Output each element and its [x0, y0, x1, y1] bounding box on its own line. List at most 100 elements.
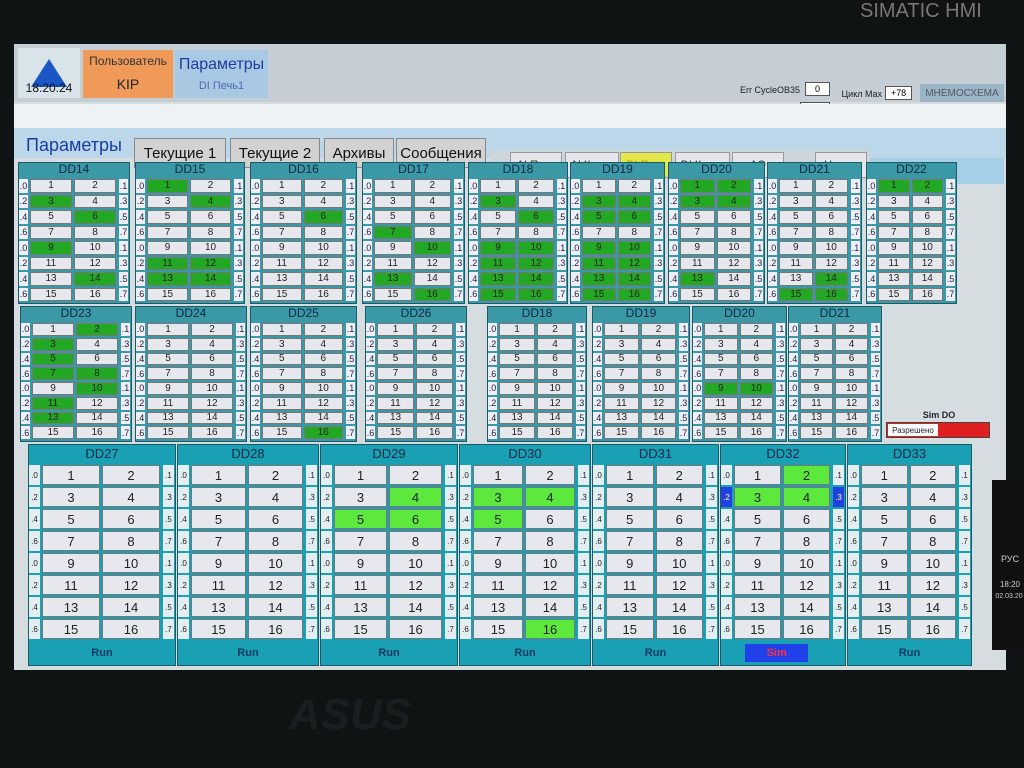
bit-cell[interactable]: 13 — [606, 597, 654, 617]
bit-cell[interactable]: 5 — [42, 509, 100, 529]
bit-cell[interactable]: 4 — [783, 487, 830, 507]
bit-cell[interactable]: 12 — [413, 256, 451, 270]
bit-cell[interactable]: 4 — [655, 487, 703, 507]
bit-cell[interactable]: 7 — [42, 531, 100, 551]
bit-cell[interactable]: 1 — [704, 323, 738, 336]
bit-cell[interactable]: 6 — [389, 509, 442, 529]
bit-cell[interactable]: 3 — [604, 337, 639, 351]
bit-cell[interactable]: 5 — [147, 352, 189, 366]
bit-cell[interactable]: 15 — [499, 426, 535, 439]
bit-cell[interactable]: 12 — [739, 396, 773, 410]
bit-cell[interactable]: 6 — [641, 352, 676, 366]
bit-cell[interactable]: 10 — [303, 241, 343, 255]
bit-cell[interactable]: 7 — [191, 531, 246, 551]
bit-cell[interactable]: 7 — [734, 531, 781, 551]
bit-cell[interactable]: 15 — [377, 426, 414, 439]
bit-cell[interactable]: 4 — [248, 487, 303, 507]
bit-cell[interactable]: 1 — [42, 465, 100, 485]
bit-cell[interactable]: 4 — [413, 194, 451, 208]
bit-cell[interactable]: 7 — [262, 367, 302, 380]
bit-cell[interactable]: 5 — [779, 210, 813, 224]
bit-cell[interactable]: 9 — [377, 382, 414, 395]
bit-cell[interactable]: 2 — [911, 179, 943, 193]
bit-cell[interactable]: 14 — [814, 272, 848, 286]
bit-cell[interactable]: 2 — [537, 323, 573, 336]
bit-cell[interactable]: 14 — [641, 411, 676, 425]
bit-cell[interactable]: 3 — [582, 194, 616, 208]
bit-cell[interactable]: 8 — [74, 225, 116, 239]
bit-cell[interactable]: 9 — [262, 241, 302, 255]
bit-cell[interactable]: 16 — [303, 426, 343, 439]
bit-cell[interactable]: 13 — [191, 597, 246, 617]
bit-cell[interactable]: 9 — [734, 553, 781, 573]
bit-cell[interactable]: 15 — [779, 287, 813, 301]
bit-cell[interactable]: 13 — [147, 411, 189, 425]
bit-cell[interactable]: 3 — [800, 337, 833, 351]
bit-cell[interactable]: 4 — [835, 337, 868, 351]
bit-cell[interactable]: 11 — [680, 256, 715, 270]
bit-cell[interactable]: 7 — [499, 367, 535, 380]
bit-cell[interactable]: 15 — [262, 426, 302, 439]
bit-cell[interactable]: 1 — [606, 465, 654, 485]
bit-cell[interactable]: 5 — [878, 210, 910, 224]
bit-cell[interactable]: 8 — [416, 367, 453, 380]
bit-cell[interactable]: 3 — [878, 194, 910, 208]
bit-cell[interactable]: 7 — [704, 367, 738, 380]
bit-cell[interactable]: 13 — [604, 411, 639, 425]
bit-cell[interactable]: 14 — [716, 272, 751, 286]
bit-cell[interactable]: 10 — [518, 241, 554, 255]
bit-cell[interactable]: 9 — [473, 553, 523, 573]
bit-cell[interactable]: 10 — [102, 553, 160, 573]
bit-cell[interactable]: 5 — [800, 352, 833, 366]
bit-cell[interactable]: 4 — [389, 487, 442, 507]
bit-cell[interactable]: 9 — [800, 382, 833, 395]
bit-cell[interactable]: 2 — [909, 465, 956, 485]
bit-cell[interactable]: 15 — [861, 619, 908, 639]
bit-cell[interactable]: 16 — [248, 619, 303, 639]
bit-cell[interactable]: 8 — [303, 367, 343, 380]
bit-cell[interactable]: 12 — [537, 396, 573, 410]
bit-cell[interactable]: 4 — [641, 337, 676, 351]
bit-cell[interactable]: 16 — [416, 426, 453, 439]
bit-cell[interactable]: 4 — [814, 194, 848, 208]
bit-cell[interactable]: 6 — [303, 352, 343, 366]
bit-cell[interactable]: 1 — [878, 179, 910, 193]
bit-cell[interactable]: 5 — [606, 509, 654, 529]
bit-cell[interactable]: 11 — [480, 256, 516, 270]
bit-cell[interactable]: 9 — [32, 382, 74, 395]
bit-cell[interactable]: 2 — [655, 465, 703, 485]
bit-cell[interactable]: 15 — [704, 426, 738, 439]
bit-cell[interactable]: 14 — [783, 597, 830, 617]
bit-cell[interactable]: 16 — [190, 287, 231, 301]
bit-cell[interactable]: 10 — [911, 241, 943, 255]
bit-cell[interactable]: 6 — [537, 352, 573, 366]
bit-cell[interactable]: 11 — [582, 256, 616, 270]
bit-cell[interactable]: 2 — [716, 179, 751, 193]
bit-cell[interactable]: 8 — [102, 531, 160, 551]
bit-cell[interactable]: 12 — [911, 256, 943, 270]
bit-cell[interactable]: 3 — [374, 194, 412, 208]
bit-cell[interactable]: 12 — [525, 575, 575, 595]
bit-cell[interactable]: 11 — [147, 396, 189, 410]
bit-cell[interactable]: 12 — [303, 396, 343, 410]
bit-cell[interactable]: 6 — [518, 210, 554, 224]
bit-cell[interactable]: 4 — [416, 337, 453, 351]
bit-cell[interactable]: 12 — [716, 256, 751, 270]
bit-cell[interactable]: 3 — [606, 487, 654, 507]
bit-cell[interactable]: 14 — [518, 272, 554, 286]
bit-cell[interactable]: 12 — [518, 256, 554, 270]
bit-cell[interactable]: 11 — [377, 396, 414, 410]
bit-cell[interactable]: 6 — [248, 509, 303, 529]
bit-cell[interactable]: 5 — [704, 352, 738, 366]
bit-cell[interactable]: 8 — [739, 367, 773, 380]
bit-cell[interactable]: 4 — [102, 487, 160, 507]
bit-cell[interactable]: 4 — [909, 487, 956, 507]
bit-cell[interactable]: 13 — [582, 272, 616, 286]
bit-cell[interactable]: 11 — [374, 256, 412, 270]
bit-cell[interactable]: 8 — [835, 367, 868, 380]
bit-cell[interactable]: 7 — [800, 367, 833, 380]
bit-cell[interactable]: 2 — [525, 465, 575, 485]
bit-cell[interactable]: 2 — [248, 465, 303, 485]
bit-cell[interactable]: 11 — [704, 396, 738, 410]
bit-cell[interactable]: 6 — [413, 210, 451, 224]
